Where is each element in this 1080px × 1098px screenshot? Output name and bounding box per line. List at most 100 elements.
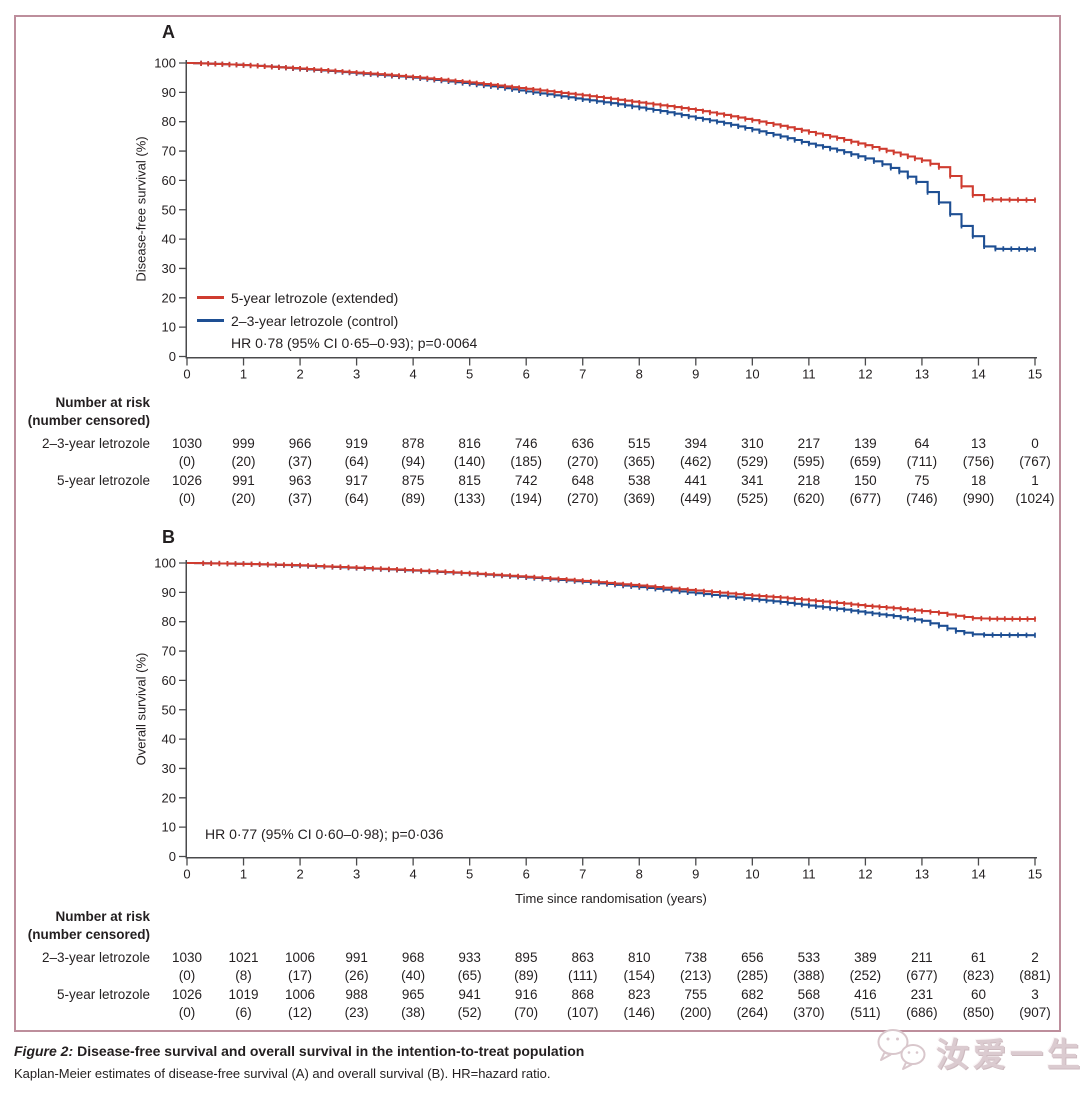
risk-cell: 416 [854, 987, 877, 1002]
x-axis-title: Time since randomisation (years) [515, 891, 707, 906]
risk-cell: 933 [458, 950, 481, 965]
risk-cell: (449) [680, 491, 712, 506]
risk-cell: (185) [510, 454, 542, 469]
risk-cell: (270) [566, 491, 599, 506]
panel-a-y-axis-title: Disease-free survival (%) [133, 136, 149, 282]
risk-cell: 60 [970, 987, 986, 1002]
risk-cell: (8) [235, 968, 252, 983]
risk-header-line1: Number at risk [55, 395, 150, 410]
risk-cell: 878 [401, 436, 425, 451]
x-tick-label: 11 [802, 367, 816, 382]
y-tick-label: 40 [162, 232, 176, 247]
risk-cell: 991 [232, 473, 255, 488]
panel-a-label: A [162, 22, 175, 42]
y-tick-label: 100 [154, 56, 176, 71]
panel-a-legend: 5-year letrozole (extended) 2–3-year let… [197, 286, 477, 351]
risk-cell: (711) [906, 454, 938, 469]
risk-header-line2: (number censored) [27, 413, 150, 428]
y-tick-label: 70 [162, 144, 176, 159]
risk-cell: 1006 [285, 950, 316, 965]
risk-cell: 2 [1031, 950, 1039, 965]
risk-cell: (12) [288, 1005, 313, 1020]
risk-cell: 738 [684, 950, 708, 965]
risk-cell: 919 [345, 436, 368, 451]
risk-cell: 75 [914, 473, 930, 488]
risk-cell: (70) [514, 1005, 539, 1020]
risk-cell: (26) [344, 968, 369, 983]
y-tick-label: 0 [169, 849, 176, 864]
risk-cell: (529) [736, 454, 769, 469]
watermark-text: 汝爱一生 [936, 1036, 1080, 1073]
risk-cell: (365) [623, 454, 656, 469]
risk-cell: (620) [793, 491, 825, 506]
risk-cell: (0) [178, 968, 196, 983]
risk-cell: (133) [453, 491, 486, 506]
risk-cell: (64) [344, 454, 369, 469]
risk-cell: (40) [401, 968, 426, 983]
risk-cell: (37) [288, 491, 313, 506]
x-tick-label: 15 [1028, 867, 1042, 882]
x-tick-label: 6 [523, 867, 530, 882]
legend-item-extended: 5-year letrozole (extended) [197, 286, 477, 309]
y-tick-label: 30 [162, 761, 176, 776]
risk-cell: 64 [914, 436, 930, 451]
risk-cell: 941 [458, 987, 481, 1002]
risk-cell: 755 [684, 987, 708, 1002]
x-tick-label: 4 [410, 367, 417, 382]
risk-cell: (213) [680, 968, 712, 983]
risk-cell: 1 [1031, 473, 1039, 488]
risk-cell: 1021 [228, 950, 259, 965]
risk-cell: 3 [1031, 987, 1039, 1002]
x-tick-label: 2 [296, 367, 303, 382]
risk-cell: 533 [797, 950, 821, 965]
panel-b-y-axis-title: Overall survival (%) [133, 652, 149, 766]
x-tick-label: 13 [915, 867, 929, 882]
x-tick-label: 1 [240, 367, 247, 382]
risk-cell: 965 [401, 987, 425, 1002]
risk-cell: 0 [1031, 436, 1039, 451]
x-tick-label: 1 [240, 867, 247, 882]
risk-cell: (767) [1019, 454, 1051, 469]
x-tick-label: 12 [858, 867, 872, 882]
risk-cell: (677) [849, 491, 882, 506]
risk-cell: (64) [344, 491, 369, 506]
figure-caption-title: Figure 2: Disease-free survival and overa… [14, 1043, 584, 1059]
y-tick-label: 50 [162, 702, 176, 717]
x-tick-label: 6 [523, 367, 530, 382]
x-tick-label: 8 [636, 367, 643, 382]
x-tick-label: 5 [466, 867, 473, 882]
control-curve-swatch [197, 319, 224, 322]
risk-cell: 394 [684, 436, 708, 451]
risk-cell: 538 [628, 473, 651, 488]
risk-cell: (94) [401, 454, 426, 469]
risk-cell: 648 [571, 473, 594, 488]
y-tick-label: 90 [162, 585, 176, 600]
risk-cell: (881) [1019, 968, 1051, 983]
risk-cell: (23) [344, 1005, 369, 1020]
risk-cell: 515 [628, 436, 651, 451]
y-tick-label: 50 [162, 202, 176, 217]
x-tick-label: 3 [353, 867, 360, 882]
y-tick-label: 60 [162, 673, 176, 688]
y-tick-label: 90 [162, 85, 176, 100]
risk-cell: (511) [850, 1005, 881, 1020]
risk-cell: 61 [970, 950, 986, 965]
risk-cell: 310 [741, 436, 764, 451]
risk-cell: (194) [510, 491, 542, 506]
risk-cell: (850) [962, 1005, 995, 1020]
km-curve-control [187, 561, 1035, 637]
x-tick-label: 13 [915, 367, 929, 382]
figure-border [14, 15, 1061, 1032]
risk-cell: (65) [457, 968, 482, 983]
risk-cell: 917 [345, 473, 368, 488]
y-tick-label: 20 [162, 790, 176, 805]
risk-row-label-control: 2–3-year letrozole [41, 950, 150, 965]
risk-cell: (6) [235, 1005, 252, 1020]
risk-cell: (823) [962, 968, 995, 983]
risk-cell: 1026 [171, 473, 203, 488]
risk-header-line1: Number at risk [55, 909, 150, 924]
risk-cell: (756) [962, 454, 995, 469]
panel-a-hr-annotation: HR 0·78 (95% CI 0·65–0·93); p=0·0064 [231, 335, 478, 351]
x-tick-label: 14 [971, 867, 985, 882]
y-tick-label: 80 [162, 114, 176, 129]
